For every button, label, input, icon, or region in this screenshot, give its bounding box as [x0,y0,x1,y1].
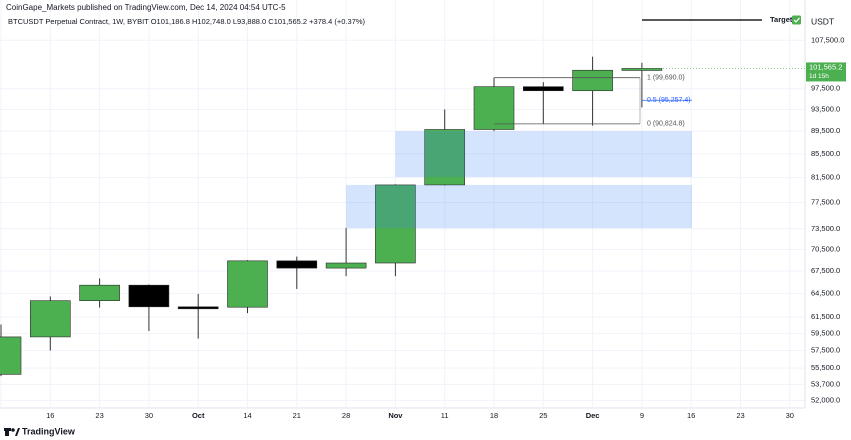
x-tick-label: Dec [586,411,600,420]
header: CoinGape_Markets published on TradingVie… [6,3,286,12]
x-tick-label: Nov [388,411,403,420]
candle-body [572,69,613,92]
y-tick-label: 61,500.0 [811,312,840,321]
y-tick-label: 59,500.0 [811,329,840,338]
y-tick-label: 55,500.0 [811,363,840,372]
candle-body [29,300,71,338]
target-icon [793,17,800,23]
plot-area [0,56,692,377]
y-tick-label: 57,500.0 [811,346,840,355]
x-tick-label: 30 [145,411,153,420]
x-tick-label: 16 [687,411,695,420]
fib-label: 0 (90,824.8) [647,121,685,128]
fib-label: 0.5 (95,257.4) [647,97,691,104]
currency: USDT [811,16,834,26]
x-tick-label: 30 [786,411,794,420]
target-label: Target [770,15,793,24]
y-tick-label: 107,500.0 [811,35,844,44]
x-tick-label: 18 [490,411,498,420]
candle-body [325,262,367,269]
last-price-label: 101,565.2 [809,62,842,71]
candle-body [128,284,170,308]
footer: TradingView [22,426,76,436]
y-tick-label: 93,500.0 [811,104,840,113]
logo [4,428,20,436]
x-tick-label: Oct [192,411,205,420]
y-tick-label: 77,500.0 [811,198,840,207]
y-tick-label: 53,700.0 [811,379,840,388]
candle-body [522,86,564,92]
last-price-box [806,62,846,82]
x-tick-label: 9 [640,411,644,420]
candle-body [276,260,318,269]
zone [346,184,692,229]
candle-body [0,336,22,375]
y-tick-label: 85,500.0 [811,149,840,158]
y-tick-label: 70,500.0 [811,244,840,253]
y-tick-label: 52,000.0 [811,395,840,404]
x-tick-label: 23 [736,411,744,420]
target-icon [792,15,801,25]
x-tick-label: 23 [95,411,103,420]
candle-body [424,129,466,186]
candle-body [79,284,120,301]
y-tick-label: 73,500.0 [811,224,840,233]
grid [0,0,805,408]
candle-body [177,306,219,310]
y-tick-label: 81,500.0 [811,173,840,182]
chart-title: BTCUSDT Perpetual Contract, 1W, BYBIT O1… [8,17,366,26]
fib-label: 1 (99,690.0) [647,75,685,82]
countdown-label: 1d 15h [809,73,829,80]
y-tick-label: 97,500.0 [811,84,840,93]
x-tick-label: 16 [46,411,54,420]
x-tick-label: 11 [441,411,449,420]
y-tick-label: 67,500.0 [811,266,840,275]
y-tick-label: 89,500.0 [811,126,840,135]
x-tick-label: 28 [342,411,350,420]
candle-body [375,184,416,264]
x-tick-label: 14 [243,411,251,420]
zone [395,131,692,177]
x-tick-label: 21 [293,411,301,420]
x-tick-label: 25 [539,411,547,420]
candle-body [621,68,663,71]
candle-body [473,86,515,130]
y-tick-label: 64,500.0 [811,289,840,298]
candle-body [227,260,268,308]
